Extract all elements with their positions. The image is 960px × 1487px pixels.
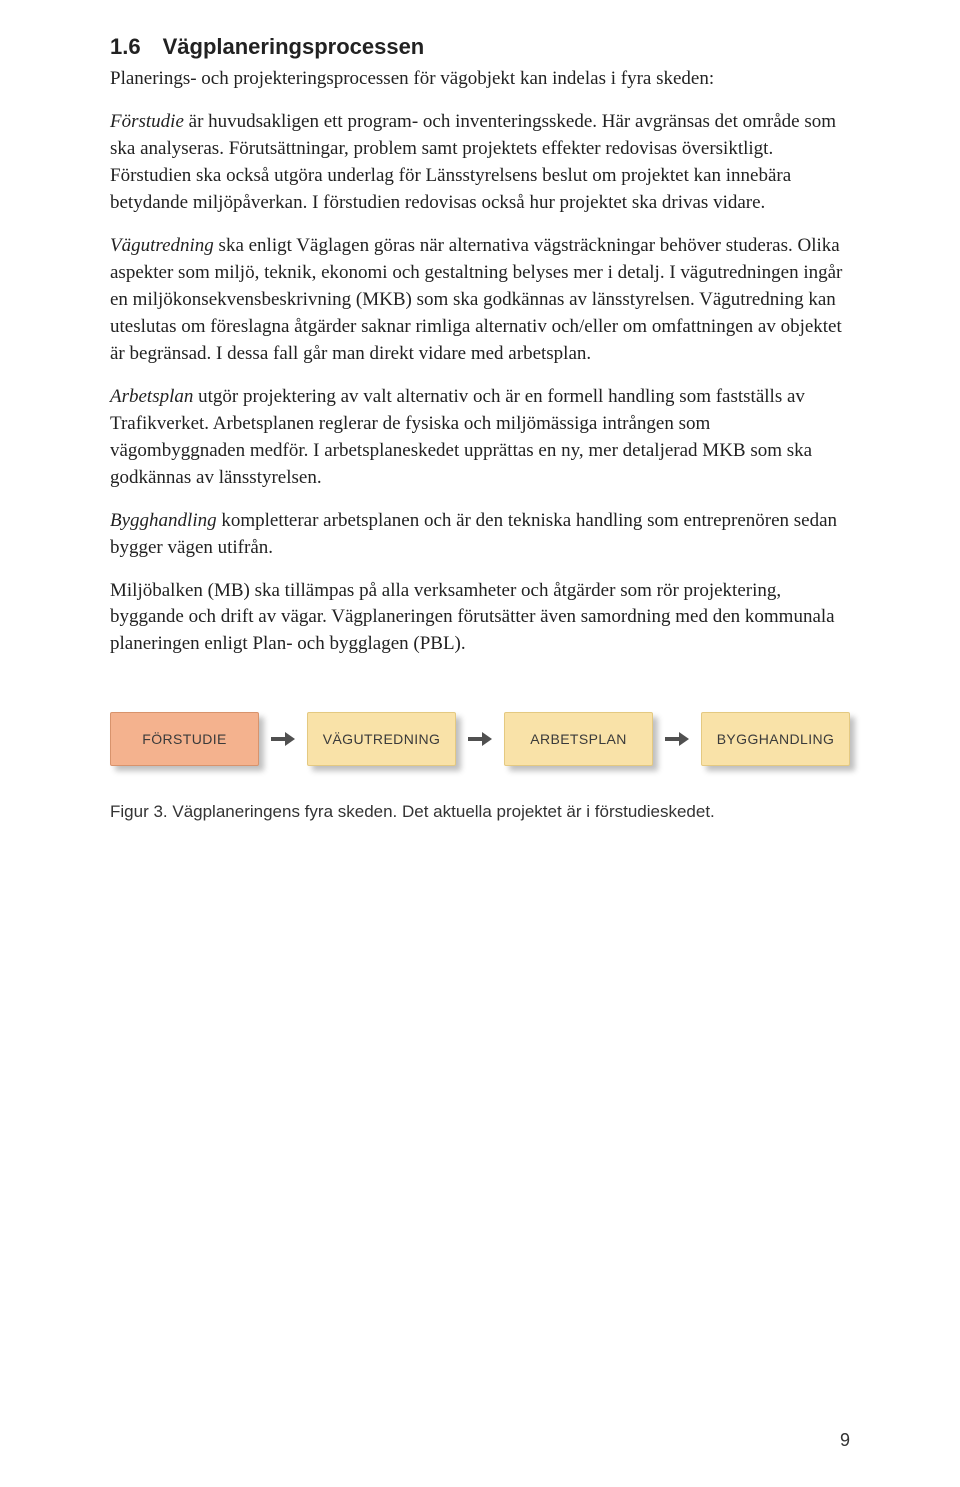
heading-number: 1.6 (110, 34, 141, 60)
section-heading: 1.6 Vägplaneringsprocessen (110, 34, 850, 60)
stage-arbetsplan: ARBETSPLAN (504, 712, 653, 766)
text-arbetsplan: utgör projektering av valt alternativ oc… (110, 386, 812, 488)
arrow-icon (271, 731, 295, 747)
term-vagutredning: Vägutredning (110, 235, 214, 256)
paragraph-arbetsplan: Arbetsplan utgör projektering av valt al… (110, 384, 850, 492)
figure-caption: Figur 3. Vägplaneringens fyra skeden. De… (110, 802, 850, 822)
text-forstudie: är huvudsakligen ett program- och invent… (110, 111, 836, 213)
page-number: 9 (840, 1430, 850, 1451)
paragraph-miljobalken: Miljöbalken (MB) ska tillämpas på alla v… (110, 578, 850, 659)
stage-bygghandling: BYGGHANDLING (701, 712, 850, 766)
heading-title: Vägplaneringsprocessen (163, 34, 425, 59)
paragraph-bygghandling: Bygghandling kompletterar arbetsplanen o… (110, 508, 850, 562)
intro-paragraph: Planerings- och projekteringsprocessen f… (110, 66, 850, 93)
paragraph-vagutredning: Vägutredning ska enligt Väglagen göras n… (110, 233, 850, 368)
process-flowchart: FÖRSTUDIE VÄGUTREDNING ARBETSPLAN BYGGHA… (110, 712, 850, 766)
term-bygghandling: Bygghandling (110, 510, 217, 531)
arrow-icon (665, 731, 689, 747)
text-vagutredning: ska enligt Väglagen göras när alternativ… (110, 235, 842, 364)
stage-forstudie: FÖRSTUDIE (110, 712, 259, 766)
term-forstudie: Förstudie (110, 111, 184, 132)
paragraph-forstudie: Förstudie är huvudsakligen ett program- … (110, 109, 850, 217)
term-arbetsplan: Arbetsplan (110, 386, 193, 407)
arrow-icon (468, 731, 492, 747)
text-bygghandling: kompletterar arbetsplanen och är den tek… (110, 510, 837, 558)
stage-vagutredning: VÄGUTREDNING (307, 712, 456, 766)
